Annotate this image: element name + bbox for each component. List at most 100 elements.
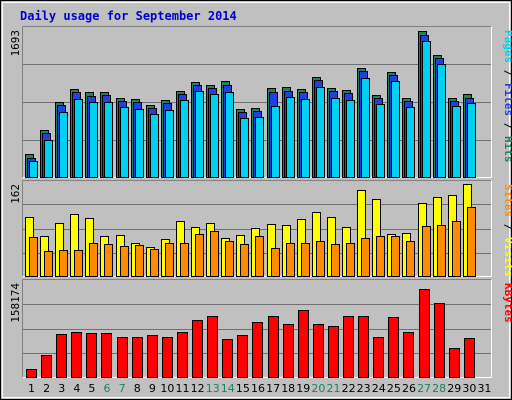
bar-pages-day-24 [376,104,385,178]
day-label-28: 28 [432,382,446,395]
bar-sites-day-22 [346,243,355,277]
day-label-12: 12 [191,382,205,395]
bar-pages-day-18 [286,97,295,178]
bar-kbytes-day-13 [207,316,218,378]
bar-pages-day-29 [452,106,461,178]
bar-sites-day-21 [331,244,340,277]
day-label-7: 7 [119,382,126,395]
bar-sites-day-20 [316,241,325,277]
legend-part-1: Sites [502,184,512,217]
day-label-29: 29 [447,382,461,395]
bar-pages-day-7 [120,107,129,178]
bar-sites-day-16 [255,236,264,277]
day-label-3: 3 [58,382,65,395]
bar-kbytes-day-3 [56,334,67,378]
bar-pages-day-12 [195,91,204,178]
day-label-25: 25 [387,382,401,395]
bar-sites-day-12 [195,234,204,277]
day-label-1: 1 [28,382,35,395]
bar-pages-day-28 [437,64,446,178]
day-label-21: 21 [326,382,340,395]
bar-sites-day-10 [165,243,174,277]
bar-pages-day-26 [406,107,415,178]
bar-pages-day-16 [255,117,264,178]
bar-kbytes-day-14 [222,339,233,378]
panel-hits-files-pages: 1693 Pages / Files / Hits [9,26,512,178]
bar-sites-day-14 [225,241,234,277]
bar-sites-day-15 [240,244,249,277]
legend-part-5: Hits [502,136,512,163]
legend-part-2: / [502,63,512,83]
chart-title: Daily usage for September 2014 [20,9,237,23]
day-label-18: 18 [281,382,295,395]
bar-kbytes-day-28 [434,303,445,378]
bar-pages-day-5 [89,102,98,178]
bar-kbytes-day-27 [419,289,430,378]
y-max-label: 1693 [9,30,22,57]
day-label-26: 26 [402,382,416,395]
bar-kbytes-day-18 [283,324,294,378]
bar-kbytes-day-16 [252,322,263,378]
bar-pages-day-10 [165,110,174,178]
bar-kbytes-day-26 [403,332,414,378]
legend-part-1: KBytes [502,283,512,323]
bar-kbytes-day-29 [449,348,460,378]
bar-sites-day-11 [180,243,189,277]
bar-kbytes-day-19 [298,310,309,378]
day-label-20: 20 [311,382,325,395]
bar-kbytes-day-4 [71,332,82,378]
legend-part-4: / [502,116,512,136]
bar-kbytes-day-23 [358,316,369,378]
bar-pages-day-30 [467,103,476,178]
bar-pages-day-19 [301,99,310,178]
day-label-11: 11 [176,382,190,395]
bar-sites-day-3 [59,250,68,277]
bar-pages-day-9 [150,114,159,178]
legend-part-2: / [502,217,512,237]
panel-kbytes: 158174 KBytes [9,279,512,378]
day-label-19: 19 [296,382,310,395]
chart-panels: 1693 Pages / Files / Hits 162 Sites / Visit… [9,26,512,378]
day-label-8: 8 [134,382,141,395]
day-label-31: 31 [477,382,491,395]
bar-sites-day-27 [422,226,431,277]
bar-pages-day-11 [180,100,189,178]
legend-part-3: Visits [502,237,512,277]
day-label-30: 30 [462,382,476,395]
bar-kbytes-day-8 [132,337,143,378]
bar-sites-day-4 [74,250,83,277]
day-label-4: 4 [73,382,80,395]
day-label-15: 15 [236,382,250,395]
bar-sites-day-1 [29,237,38,277]
day-label-6: 6 [104,382,111,395]
panel-legend: Sites / Visits [502,184,512,277]
day-label-16: 16 [251,382,265,395]
bar-sites-day-23 [361,238,370,277]
bar-kbytes-day-1 [26,369,37,378]
bar-kbytes-day-5 [86,333,97,378]
panel-visits-sites: 162 Sites / Visits [9,180,512,277]
bar-pages-day-6 [104,102,113,178]
legend-part-3: Files [502,83,512,116]
bar-kbytes-day-10 [162,337,173,378]
bar-kbytes-day-22 [343,316,354,378]
legend-part-1: Pages [502,30,512,63]
panel-legend: KBytes [502,283,512,323]
bar-sites-day-9 [150,249,159,277]
day-label-2: 2 [43,382,50,395]
bar-pages-day-13 [210,94,219,178]
bar-pages-day-23 [361,78,370,178]
bar-pages-day-25 [391,81,400,178]
bar-sites-day-28 [437,225,446,277]
day-label-10: 10 [160,382,174,395]
bar-pages-day-1 [29,161,38,178]
bar-pages-day-2 [44,140,53,178]
bar-sites-day-2 [44,251,53,277]
bar-sites-day-8 [135,245,144,277]
bar-sites-day-17 [271,248,280,277]
bar-sites-day-29 [452,221,461,277]
bar-kbytes-day-24 [373,337,384,378]
bar-kbytes-day-21 [328,326,339,378]
day-label-24: 24 [372,382,386,395]
